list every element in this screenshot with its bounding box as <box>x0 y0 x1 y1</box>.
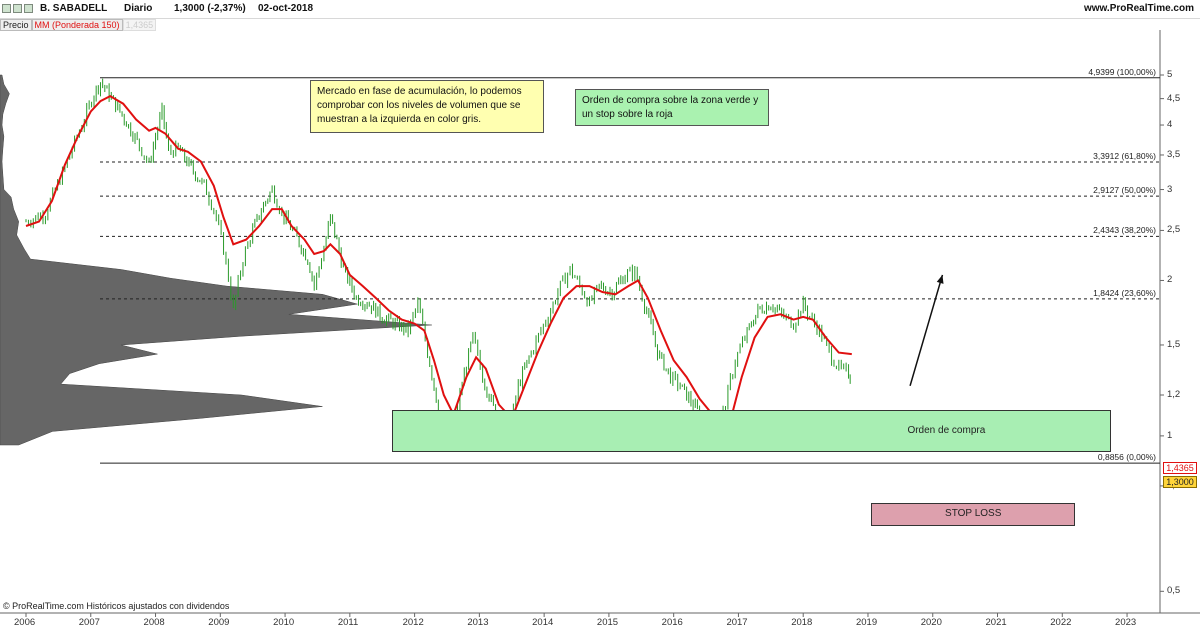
period-label: Diario <box>124 3 153 14</box>
stop-loss-zone: STOP LOSS <box>871 503 1076 526</box>
chart-header: B. SABADELL Diario 1,3000 (-2,37%) 02-oc… <box>0 0 1200 19</box>
ma-legend[interactable]: MM (Ponderada 150) <box>31 19 123 31</box>
x-tick-label: 2022 <box>1050 617 1072 628</box>
window-icon[interactable] <box>2 4 11 13</box>
x-tick-label: 2021 <box>985 617 1007 628</box>
buy-zone: Orden de compra <box>391 410 1111 453</box>
footer-note: © ProRealTime.com Históricos ajustados c… <box>3 601 230 611</box>
fibonacci-label: 0,8856 (0,00%) <box>1097 452 1156 463</box>
indicator-legend: Precio MM (Ponderada 150) 1,4365 <box>0 19 157 31</box>
fibonacci-label: 1,8424 (23,60%) <box>1093 287 1156 298</box>
x-tick-label: 2013 <box>467 617 489 628</box>
x-tick-label: 2023 <box>1115 617 1137 628</box>
y-tick-label: 2 <box>1167 274 1173 286</box>
last-price-box: 1,3000 <box>1163 476 1197 488</box>
x-tick-label: 2020 <box>920 617 942 628</box>
trend-arrow-head <box>936 274 944 284</box>
x-tick-label: 2011 <box>337 617 359 628</box>
site-url: www.ProRealTime.com <box>1083 3 1194 14</box>
y-tick-label: 3 <box>1167 183 1173 195</box>
volume-profile <box>0 74 432 446</box>
moving-average-line <box>25 94 852 427</box>
instrument-name: B. SABADELL <box>40 3 108 14</box>
x-tick-label: 2018 <box>791 617 813 628</box>
price-legend[interactable]: Precio <box>0 19 32 31</box>
window-controls[interactable] <box>2 4 33 13</box>
x-tick-label: 2014 <box>532 617 554 628</box>
y-tick-label: 1,2 <box>1167 389 1181 400</box>
x-tick-label: 2016 <box>661 617 683 628</box>
y-tick-label: 2,5 <box>1167 224 1181 236</box>
x-tick-label: 2012 <box>402 617 424 628</box>
y-tick-label: 1 <box>1167 429 1173 441</box>
y-tick-label: 4 <box>1167 119 1173 131</box>
window-icon[interactable] <box>24 4 33 13</box>
fibonacci-label: 2,4343 (38,20%) <box>1093 225 1156 236</box>
ma-price-box: 1,4365 <box>1163 462 1197 474</box>
strategy-note: Orden de compra sobre la zona verde y un… <box>575 89 769 126</box>
x-tick-label: 2015 <box>596 617 619 628</box>
buy-zone-label: Orden de compra <box>907 425 986 437</box>
trend-arrow <box>909 274 944 387</box>
stop-loss-label: STOP LOSS <box>945 508 1002 520</box>
x-tick-label: 2019 <box>855 617 878 628</box>
fibonacci-label: 3,3912 (61,80%) <box>1093 151 1156 162</box>
ma-legend-value: 1,4365 <box>122 19 157 31</box>
y-tick-label: 4,5 <box>1167 92 1181 104</box>
x-tick-label: 2009 <box>208 617 230 628</box>
x-tick-label: 2007 <box>78 617 100 628</box>
last-price-change: 1,3000 (-2,37%) <box>174 3 246 14</box>
fibonacci-label: 4,9399 (100,00%) <box>1088 66 1156 77</box>
fibonacci-label: 2,9127 (50,00%) <box>1093 185 1156 196</box>
window-icon[interactable] <box>13 4 22 13</box>
y-tick-label: 1,5 <box>1167 338 1181 350</box>
x-tick-label: 2008 <box>143 617 165 628</box>
y-tick-label: 5 <box>1167 69 1173 80</box>
y-tick-label: 3,5 <box>1167 148 1181 160</box>
accumulation-note: Mercado en fase de acumulación, lo podem… <box>310 80 544 133</box>
x-tick-label: 2010 <box>273 617 295 628</box>
chart-date: 02-oct-2018 <box>258 3 314 14</box>
x-tick-label: 2006 <box>14 617 36 628</box>
x-tick-label: 2017 <box>726 617 748 628</box>
y-tick-label: 0,5 <box>1167 585 1181 597</box>
